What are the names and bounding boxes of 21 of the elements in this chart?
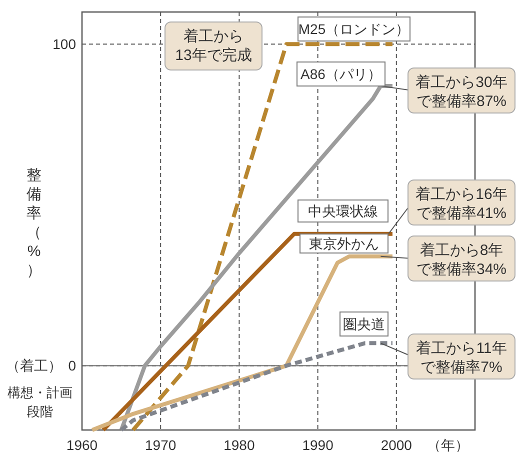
y-tick-label: 0 — [68, 358, 76, 374]
x-tick-label: 1970 — [145, 437, 176, 452]
series-label: 中央環状線 — [308, 203, 378, 219]
y-axis-title: 整備率（%） — [26, 167, 42, 279]
annotation: 着工から16年で整備率41% — [416, 186, 508, 222]
y-tick-label: 100 — [52, 36, 76, 52]
x-tick-label: 2000 — [380, 437, 412, 452]
annotation: 着工から13年で完成 — [175, 28, 252, 64]
annotation: 着工から8年で整備率34% — [416, 242, 507, 278]
text: 構想・計画段階 — [8, 385, 72, 419]
series-label: A86（パリ） — [300, 66, 382, 82]
ref-line-label: （着工） — [6, 358, 62, 374]
series-label: 東京外かん — [309, 236, 379, 252]
series-label: M25（ロンドン） — [298, 21, 410, 37]
x-tick-label: 1980 — [224, 437, 255, 452]
annotation: 着工から11年で整備率7% — [416, 340, 507, 376]
x-tick-label: 1960 — [66, 437, 98, 452]
line-series — [119, 341, 394, 432]
series-label: 圏央道 — [343, 316, 385, 332]
annotation: 着工から30年で整備率87% — [416, 74, 508, 110]
x-tick-label: 1990 — [302, 437, 334, 452]
